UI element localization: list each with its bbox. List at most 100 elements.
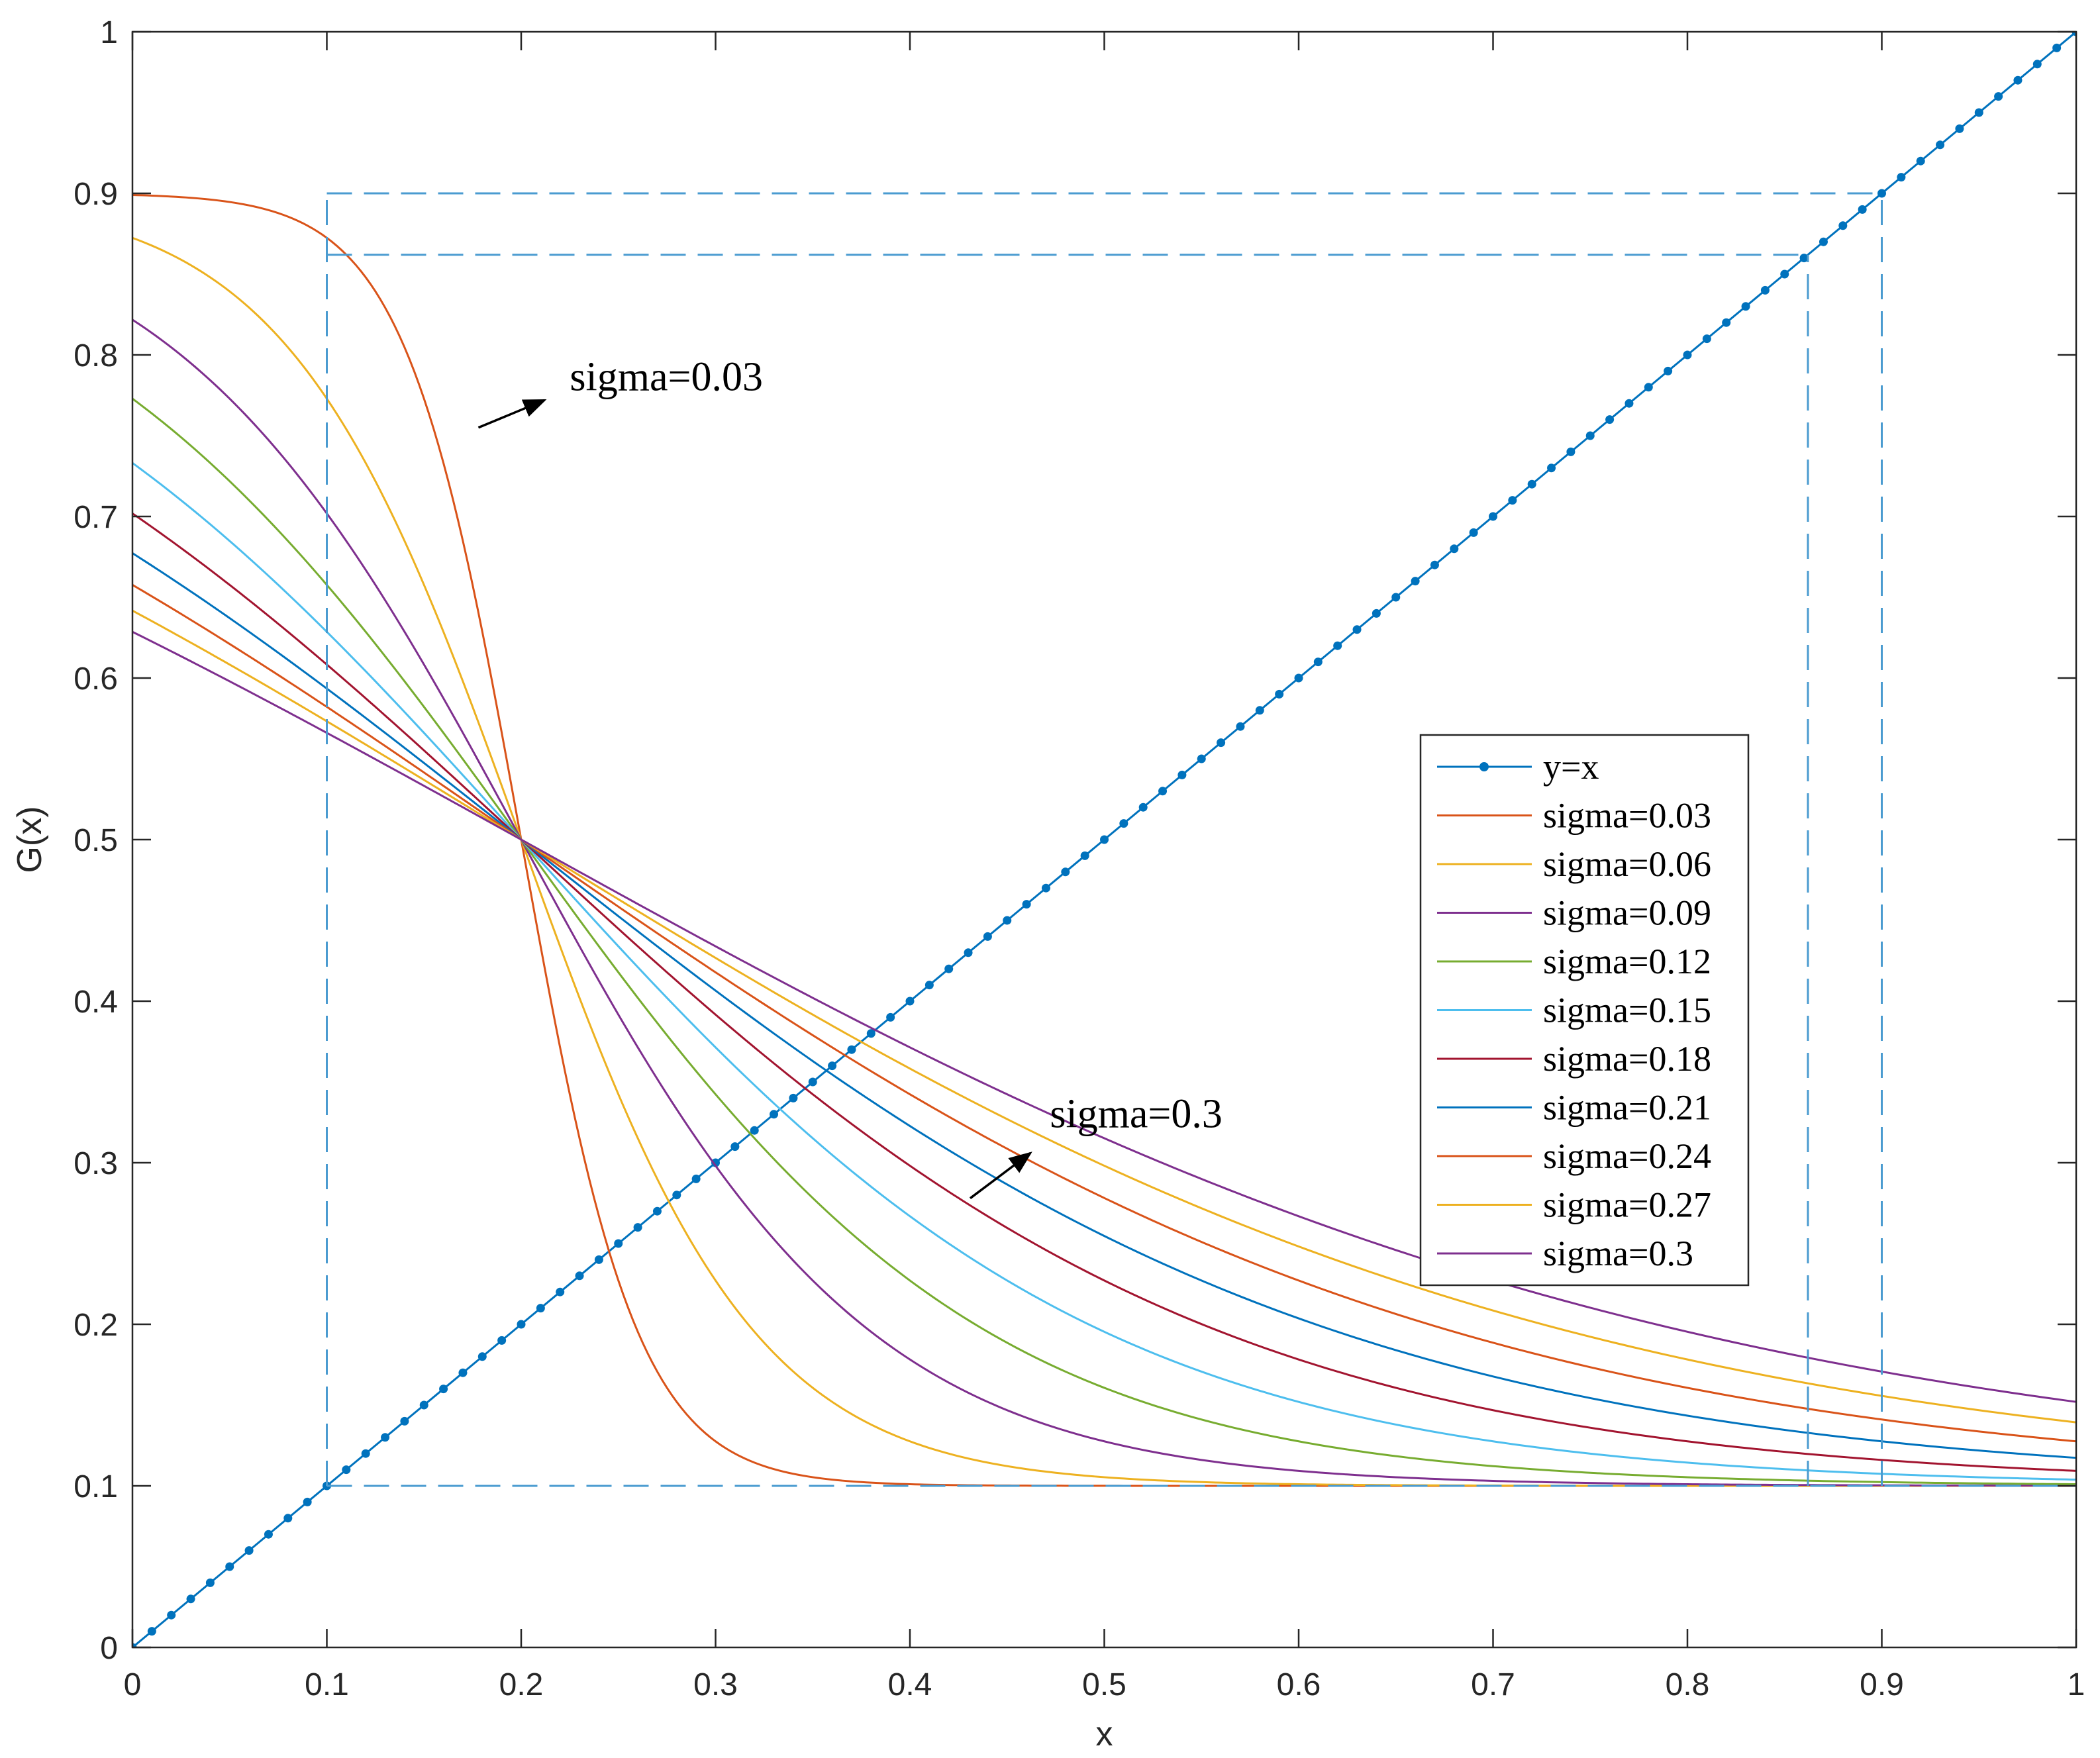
data-point — [1372, 609, 1381, 618]
data-point — [1974, 108, 1983, 117]
data-point — [1625, 399, 1634, 408]
series-line-4 — [132, 397, 2076, 1486]
y-tick-label: 0.4 — [74, 985, 118, 1020]
reference-lines — [326, 192, 2076, 1487]
data-point — [1061, 867, 1070, 877]
series-line-10 — [132, 630, 2076, 1403]
data-point — [1022, 900, 1031, 909]
x-axis-label: x — [1096, 1715, 1113, 1753]
y-tick-label: 0.8 — [74, 338, 118, 373]
legend-label: sigma=0.18 — [1543, 1039, 1711, 1079]
data-point — [594, 1255, 603, 1264]
y-tick-label: 0.3 — [74, 1146, 118, 1181]
data-point — [847, 1045, 856, 1054]
x-tick-label: 1 — [2068, 1667, 2085, 1702]
data-point — [1877, 189, 1886, 198]
series-markers-0 — [132, 32, 2076, 1647]
series-line-6 — [132, 513, 2076, 1472]
y-tick-label: 0.2 — [74, 1308, 118, 1343]
x-tick-label: 0.9 — [1860, 1667, 1904, 1702]
legend-item-0: y=x — [1437, 747, 1599, 787]
data-point — [225, 1562, 234, 1571]
data-point — [419, 1400, 428, 1410]
data-point — [439, 1385, 448, 1394]
legend-item-2: sigma=0.06 — [1437, 844, 1711, 884]
legend-label: sigma=0.03 — [1543, 796, 1711, 836]
data-point — [1041, 883, 1050, 893]
data-point — [458, 1368, 468, 1377]
legend-label: sigma=0.3 — [1543, 1234, 1693, 1273]
legend-label: sigma=0.12 — [1543, 942, 1711, 981]
data-point — [1217, 738, 1226, 748]
series-line-8 — [132, 584, 2076, 1443]
data-point — [1080, 851, 1089, 860]
data-point — [264, 1530, 273, 1539]
data-point — [1489, 512, 1497, 521]
series-line-3 — [132, 318, 2076, 1487]
y-tick-label: 0.6 — [74, 661, 118, 697]
annotation-label-1: sigma=0.3 — [1050, 1091, 1223, 1136]
data-point — [1702, 334, 1711, 344]
y-tick-label: 1 — [100, 15, 118, 50]
data-point — [575, 1271, 584, 1281]
annotation-label-0: sigma=0.03 — [570, 355, 763, 400]
data-point — [186, 1594, 195, 1604]
data-point — [1838, 221, 1848, 230]
data-point — [1411, 577, 1420, 586]
data-point — [1236, 722, 1245, 731]
data-point — [477, 1352, 487, 1361]
legend-label: sigma=0.24 — [1543, 1136, 1711, 1176]
legend-item-10: sigma=0.3 — [1437, 1234, 1693, 1273]
data-point — [556, 1287, 565, 1296]
data-point — [361, 1449, 370, 1458]
data-point — [536, 1304, 545, 1313]
data-point — [964, 948, 973, 957]
legend-marker — [1479, 762, 1489, 771]
data-point — [1760, 285, 1770, 295]
data-point — [2032, 60, 2042, 69]
data-point — [1275, 689, 1284, 699]
data-point — [1197, 754, 1206, 763]
data-point — [167, 1610, 176, 1620]
legend-label: sigma=0.21 — [1543, 1088, 1711, 1128]
data-point — [147, 1627, 156, 1636]
data-point — [652, 1206, 662, 1216]
plot-lines — [132, 32, 2076, 1647]
legend-label: sigma=0.09 — [1543, 893, 1711, 933]
data-point — [886, 1012, 895, 1022]
data-point — [691, 1174, 701, 1183]
data-point — [1722, 318, 1731, 327]
data-point — [711, 1158, 720, 1167]
data-point — [1955, 124, 1964, 133]
data-point — [1683, 350, 1692, 360]
legend-item-5: sigma=0.15 — [1437, 991, 1711, 1030]
data-point — [1644, 383, 1653, 392]
data-point — [342, 1465, 351, 1475]
data-point — [633, 1223, 642, 1232]
x-tick-label: 0.1 — [305, 1667, 349, 1702]
data-point — [1158, 787, 1168, 796]
data-point — [2072, 32, 2076, 36]
series-line-2 — [132, 236, 2076, 1487]
data-point — [1780, 269, 1789, 279]
legend-item-1: sigma=0.03 — [1437, 796, 1711, 836]
data-point — [770, 1110, 779, 1119]
data-point — [1819, 237, 1828, 246]
y-tick-label: 0.5 — [74, 823, 118, 858]
series-line-9 — [132, 609, 2076, 1424]
data-point — [1352, 625, 1362, 634]
x-tick-label: 0.3 — [693, 1667, 738, 1702]
data-point — [381, 1433, 390, 1442]
data-point — [750, 1126, 759, 1135]
data-point — [1469, 528, 1478, 537]
data-point — [205, 1578, 215, 1587]
data-point — [808, 1077, 817, 1087]
data-point — [244, 1546, 254, 1555]
data-point — [1566, 447, 1575, 456]
data-point — [283, 1514, 293, 1523]
annotation-arrow-1 — [969, 1151, 1032, 1200]
legend-label: sigma=0.27 — [1543, 1185, 1711, 1225]
data-point — [1547, 464, 1556, 473]
data-point — [730, 1142, 740, 1151]
